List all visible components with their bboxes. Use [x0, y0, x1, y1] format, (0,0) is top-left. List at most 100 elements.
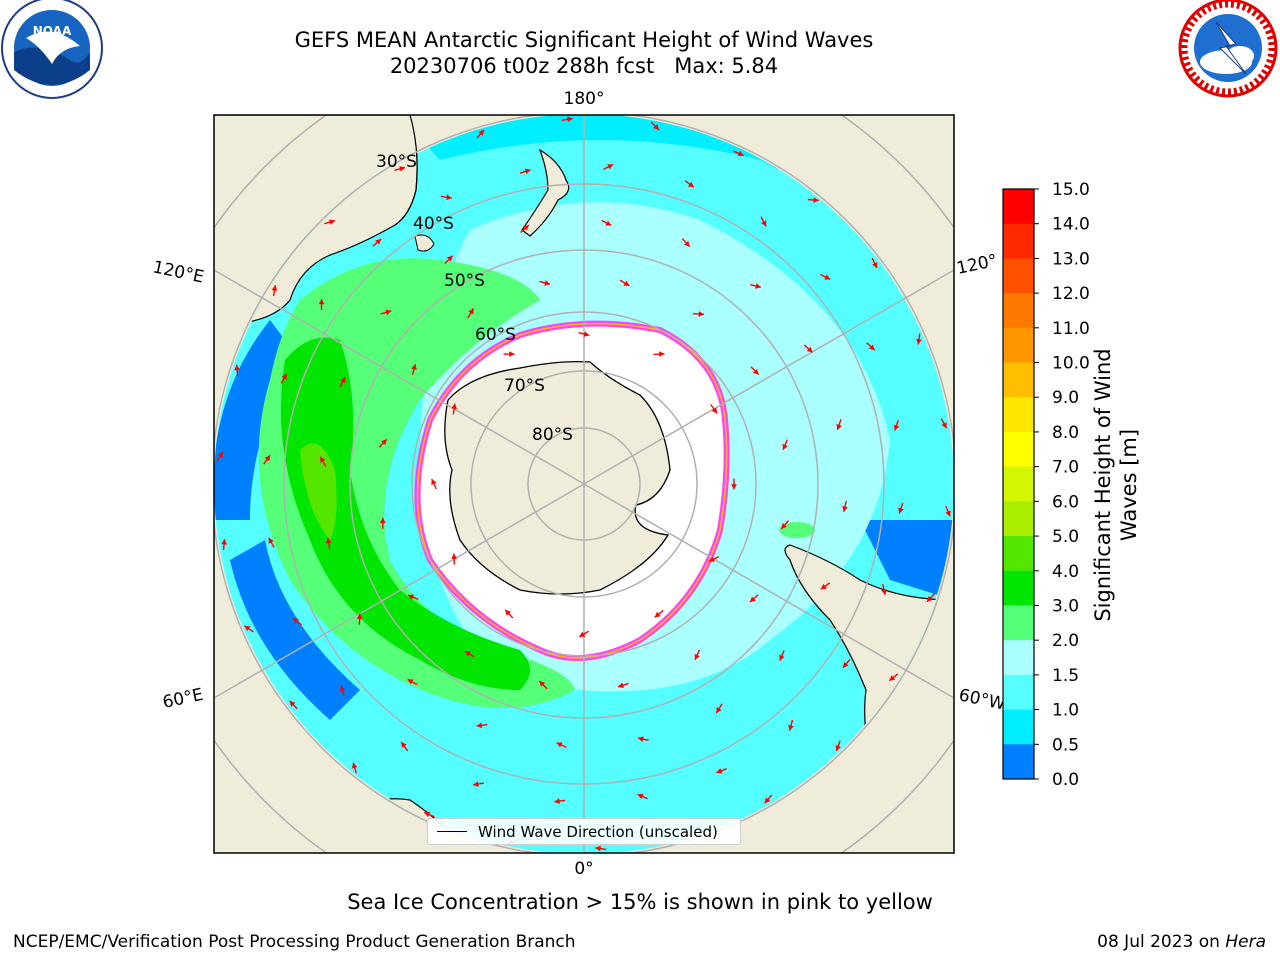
wave-arrow-head — [618, 682, 624, 689]
colorbar-tick-label: 10.0 — [1052, 354, 1090, 374]
lon-label-0: 0° — [574, 859, 593, 879]
wave-arrow-head — [607, 164, 614, 170]
wave-arrow-head — [478, 129, 485, 136]
wave-arrow-head — [881, 589, 887, 595]
wave-arrow-head — [842, 661, 849, 668]
colorbar-tick-label: 1.0 — [1052, 701, 1079, 721]
wave-arrow-head — [401, 741, 407, 748]
colorbar-tick-label: 3.0 — [1052, 596, 1079, 616]
wave-arrow-head — [688, 181, 694, 188]
wave-arrow-head — [292, 618, 299, 624]
wave-arrow-head — [782, 443, 788, 450]
wave-arrow-head — [446, 194, 452, 201]
wave-arrow-head — [654, 611, 661, 618]
noaa-logo: NOAA — [1, 0, 103, 99]
colorbar-segment — [1003, 293, 1034, 329]
wave-arrow-head — [868, 344, 875, 351]
wave-arrow-head — [637, 736, 644, 742]
colorbar-tick-label: 15.0 — [1052, 180, 1090, 200]
colorbar-ticks: 15.0 14.0 13.0 12.0 11.0 10.0 9.0 8.0 7.0 6.0 5.0 4… — [1034, 180, 1090, 790]
wave-arrow-head — [835, 745, 841, 752]
wave-arrow-head — [716, 707, 722, 714]
wave-arrow-head — [716, 768, 723, 774]
colorbar-segment — [1003, 709, 1034, 745]
wave-arrow-head — [244, 625, 251, 632]
wave-arrow-head — [385, 309, 392, 316]
colorbar-tick-label: 8.0 — [1052, 423, 1079, 443]
map-legend: Wind Wave Direction (unscaled) — [427, 818, 741, 845]
wave-arrow-head — [464, 651, 471, 657]
wave-arrow-head — [407, 679, 414, 685]
wave-arrow-head — [779, 654, 785, 661]
lat-label-80s: 80°S — [532, 425, 573, 445]
wave-arrow-head — [752, 368, 759, 375]
legend-label: Wind Wave Direction (unscaled) — [478, 823, 718, 841]
colorbar-tick-label: 0.5 — [1052, 735, 1079, 755]
chart-title: GEFS MEAN Antarctic Significant Height o… — [294, 28, 874, 52]
wave-arrow-head — [893, 424, 900, 431]
map-frame — [213, 114, 955, 854]
wave-arrow-head — [476, 722, 483, 729]
colorbar-tick-label: 9.0 — [1052, 388, 1079, 408]
wave-arrow-head — [567, 116, 573, 123]
colorbar-segment — [1003, 536, 1034, 572]
lon-label-120e: 120°E — [151, 257, 206, 287]
colorbar-segment — [1003, 744, 1034, 780]
lon-label-60e: 60°E — [161, 685, 205, 713]
colorbar-tick-label: 1.5 — [1052, 666, 1079, 686]
wave-arrow-head — [836, 423, 842, 430]
wave-arrow-head — [579, 631, 586, 637]
wave-arrow-head — [653, 124, 659, 130]
wave-arrow-head — [544, 280, 551, 286]
colorbar-tick-label: 7.0 — [1052, 458, 1079, 478]
wave-arrow-head — [325, 537, 332, 544]
wave-arrow-head — [379, 517, 386, 524]
wave-arrow-head — [556, 742, 563, 748]
wave-arrow-head — [898, 507, 904, 514]
wave-arrow-head — [842, 506, 848, 512]
colorbar-segment — [1003, 258, 1034, 294]
wave-arrow-head — [234, 364, 241, 371]
lat-label-50s: 50°S — [444, 271, 485, 291]
wave-arrow-head — [813, 197, 819, 203]
wave-arrow-head — [375, 238, 382, 245]
colorbar-tick-label: 11.0 — [1052, 319, 1090, 339]
colorbar-label: Significant Height of Wind Waves [m] — [1091, 348, 1141, 622]
footer-credit: NCEP/EMC/Verification Post Processing Pr… — [13, 932, 576, 952]
lon-label-60w: 60°W — [957, 685, 1007, 714]
colorbar-segment — [1003, 501, 1034, 537]
chart-subtitle: 20230706 t00z 288h fcst Max: 5.84 — [389, 54, 779, 78]
wave-arrow-head — [524, 168, 531, 175]
colorbar-segment — [1003, 466, 1034, 502]
map-area — [214, 115, 954, 853]
wave-arrow-head — [872, 262, 878, 269]
colorbar-frame — [1002, 188, 1035, 780]
footer-date-text: 08 Jul 2023 on — [1097, 932, 1226, 952]
wave-arrow-head — [824, 274, 831, 280]
wave-arrow-head — [451, 553, 457, 559]
wave-arrow-head — [694, 653, 700, 660]
wave-arrow-head — [554, 798, 560, 804]
wave-arrow-head — [446, 255, 453, 262]
wave-arrow-head — [522, 225, 529, 231]
wave-arrow-head — [339, 685, 346, 692]
nws-logo — [1178, 0, 1278, 98]
colorbar-tick-label: 13.0 — [1052, 249, 1090, 269]
wave-arrow-head — [731, 484, 737, 490]
svg-text:NOAA: NOAA — [33, 24, 72, 38]
wave-arrow-head — [399, 166, 406, 172]
wave-arrow-head — [945, 510, 951, 517]
colorbar-segment — [1003, 223, 1034, 259]
wave-arrow-head — [711, 407, 718, 414]
wave-arrow-head — [281, 373, 287, 380]
wave-arrow-head — [605, 220, 612, 226]
wave-arrow-head — [659, 351, 665, 357]
colorbar-segment — [1003, 431, 1034, 468]
wave-arrow-head — [595, 845, 601, 852]
antarctica-land — [444, 360, 671, 595]
wave-arrow-head — [411, 364, 417, 370]
wave-arrow-head — [329, 219, 335, 225]
wave-arrow-head — [788, 724, 794, 731]
wave-arrow-head — [684, 240, 690, 247]
